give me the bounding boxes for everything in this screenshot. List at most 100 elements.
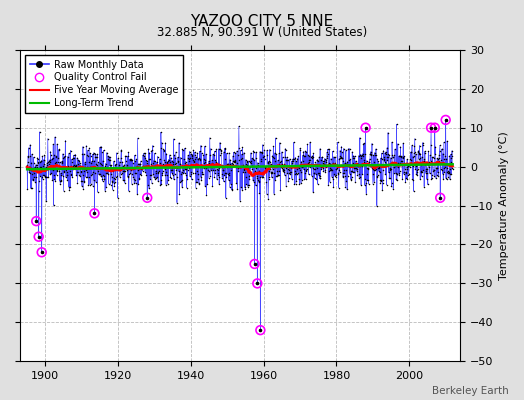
Point xyxy=(200,156,208,162)
Point xyxy=(412,171,420,178)
Point xyxy=(303,141,312,148)
Point xyxy=(166,174,174,180)
Point xyxy=(448,148,456,154)
Point xyxy=(110,182,118,189)
Point xyxy=(82,142,91,149)
Point xyxy=(245,173,253,179)
Point xyxy=(343,158,352,165)
Point xyxy=(187,169,195,176)
Point xyxy=(291,154,299,161)
Point xyxy=(377,155,385,161)
Point xyxy=(36,129,44,135)
Text: Berkeley Earth: Berkeley Earth xyxy=(432,386,508,396)
Point xyxy=(348,155,357,161)
Point xyxy=(50,160,59,166)
Point xyxy=(347,176,356,183)
Point xyxy=(117,147,126,153)
Point xyxy=(188,155,196,161)
Point xyxy=(242,181,250,187)
Point xyxy=(90,177,98,183)
Point xyxy=(403,172,412,178)
Point xyxy=(153,174,161,180)
Point xyxy=(32,164,41,170)
Point xyxy=(362,158,370,164)
Point xyxy=(435,148,444,154)
Point xyxy=(184,162,193,168)
Point xyxy=(418,169,427,175)
Point xyxy=(56,159,64,166)
Point xyxy=(278,149,286,155)
Point xyxy=(53,141,61,147)
Point xyxy=(356,134,364,141)
Point xyxy=(423,181,432,188)
Point xyxy=(193,179,201,186)
Point xyxy=(274,171,282,178)
Point xyxy=(336,147,344,154)
Point xyxy=(127,167,135,173)
Point xyxy=(142,171,150,178)
Point xyxy=(90,210,99,216)
Point xyxy=(442,176,451,182)
Point xyxy=(198,150,206,156)
Point xyxy=(79,144,87,150)
Point xyxy=(180,162,189,169)
Point xyxy=(389,153,397,160)
Point xyxy=(42,197,50,204)
Point xyxy=(274,172,282,178)
Point xyxy=(281,164,290,171)
Point xyxy=(138,166,146,172)
Point xyxy=(110,179,118,186)
Point xyxy=(393,171,401,178)
Point xyxy=(386,175,394,181)
Point xyxy=(374,165,383,171)
Point xyxy=(297,180,305,187)
Point xyxy=(336,155,344,161)
Point xyxy=(108,178,116,184)
Point xyxy=(117,170,126,176)
Point xyxy=(119,168,128,174)
Point xyxy=(62,174,70,180)
Point xyxy=(86,164,94,170)
Point xyxy=(340,167,348,173)
Point xyxy=(268,174,276,181)
Point xyxy=(307,154,315,160)
Point xyxy=(217,164,226,170)
Point xyxy=(280,166,288,173)
Point xyxy=(316,173,324,179)
Point xyxy=(144,163,152,170)
Point xyxy=(30,160,38,166)
Point xyxy=(31,164,39,170)
Point xyxy=(77,169,85,176)
Point xyxy=(282,156,291,163)
Point xyxy=(373,174,381,180)
Point xyxy=(71,151,80,158)
Point xyxy=(229,158,237,165)
Point xyxy=(309,150,318,157)
Point xyxy=(410,150,418,156)
Point xyxy=(366,162,374,169)
Point xyxy=(214,172,222,178)
Point xyxy=(448,164,456,171)
Point xyxy=(287,168,296,175)
Point xyxy=(147,160,156,167)
Point xyxy=(278,161,287,168)
Point xyxy=(374,172,382,178)
Point xyxy=(230,158,238,164)
Point xyxy=(346,156,354,162)
Point xyxy=(78,183,86,189)
Point xyxy=(202,162,211,168)
Point xyxy=(412,151,420,157)
Point xyxy=(223,150,231,156)
Point xyxy=(145,150,154,156)
Point xyxy=(339,158,347,164)
Point xyxy=(79,168,88,174)
Point xyxy=(110,158,118,164)
Point xyxy=(441,161,449,167)
Point xyxy=(267,161,275,168)
Point xyxy=(134,181,143,188)
Point xyxy=(37,158,45,164)
Point xyxy=(232,163,241,170)
Point xyxy=(287,164,295,170)
Point xyxy=(328,174,336,180)
Point xyxy=(381,151,390,158)
